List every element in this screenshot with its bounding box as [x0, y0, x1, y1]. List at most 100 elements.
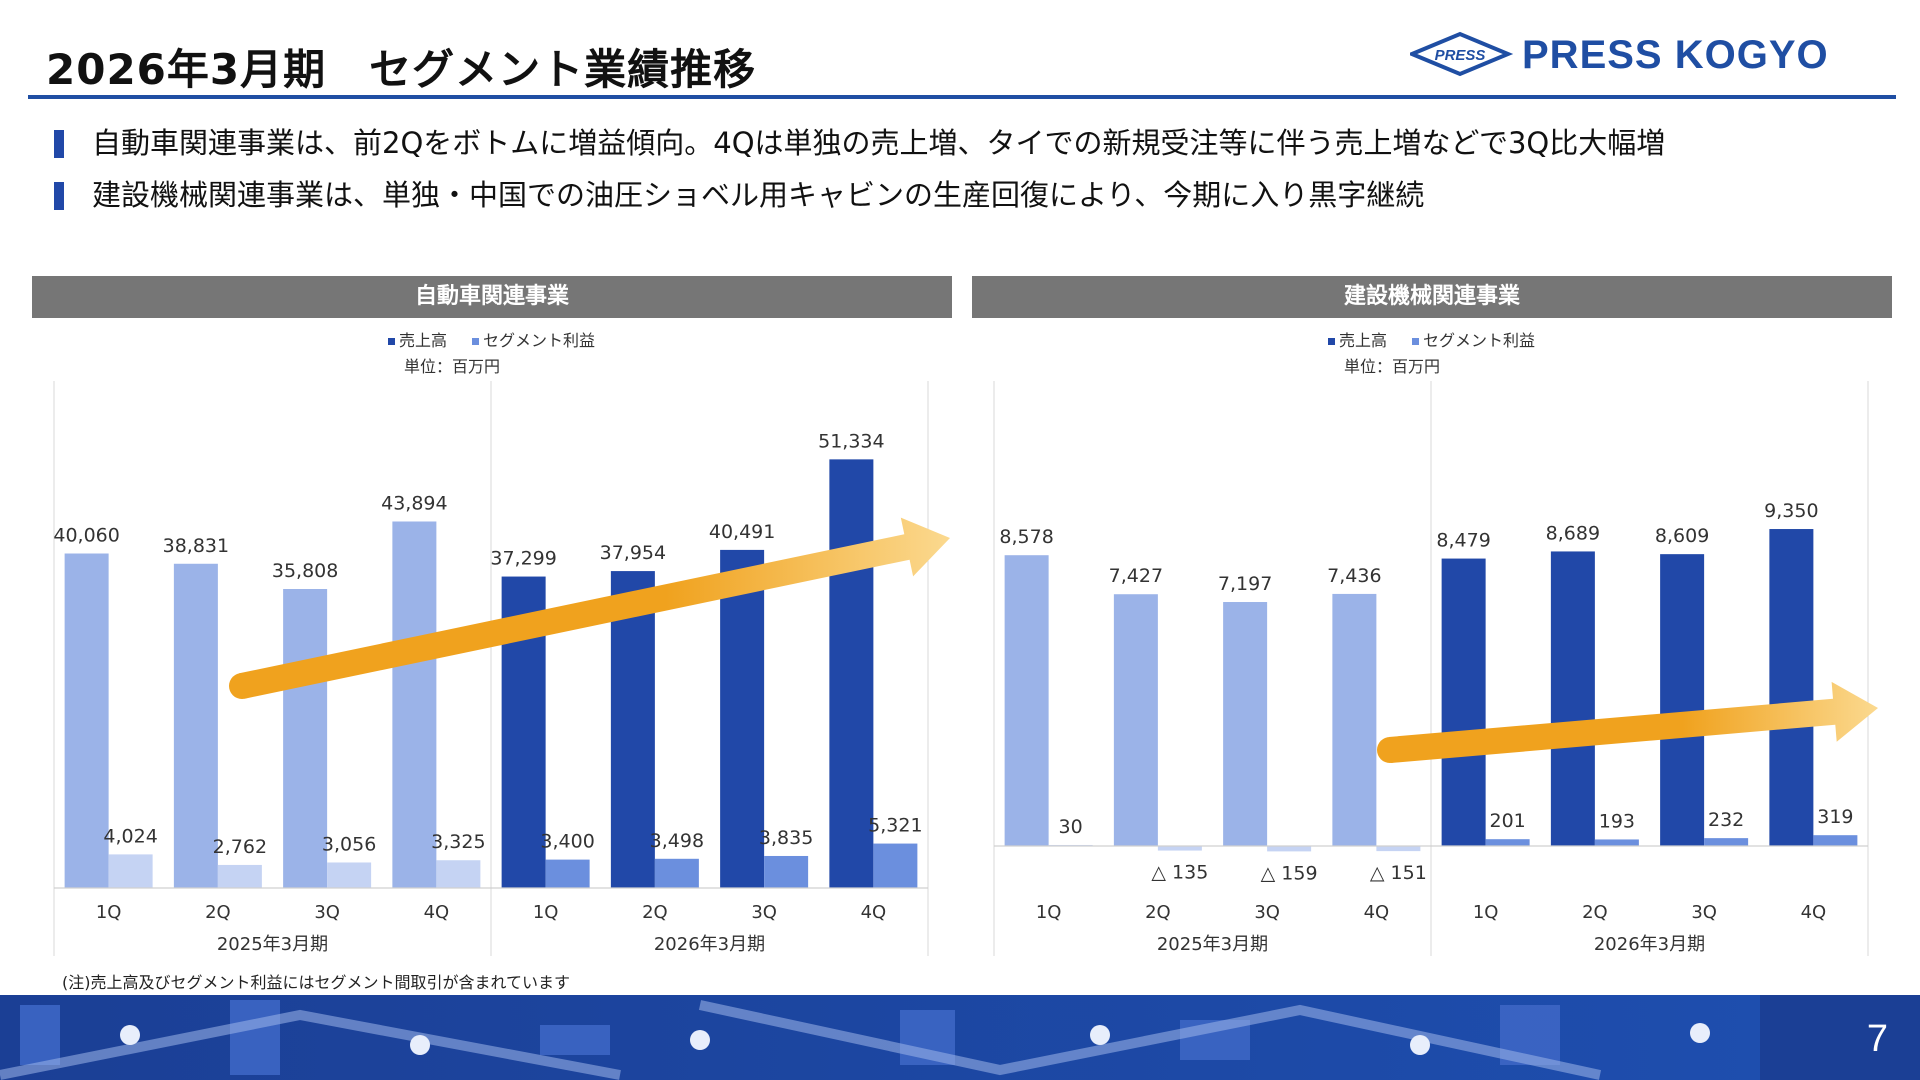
bar-profit — [1485, 839, 1530, 846]
bar-sales — [283, 589, 328, 888]
data-label-sales: 37,954 — [600, 542, 666, 564]
category-tick-label: 3Q — [314, 902, 340, 923]
data-label-profit: 193 — [1599, 810, 1635, 832]
legend-swatch-profit — [472, 338, 479, 345]
bar-profit — [1594, 839, 1639, 846]
data-label-sales: 8,609 — [1655, 525, 1709, 547]
title-rule — [28, 95, 1896, 99]
data-label-profit: 232 — [1708, 809, 1744, 831]
bar-sales — [173, 563, 218, 888]
data-label-profit: 2,762 — [213, 836, 267, 858]
data-label-sales: 37,299 — [490, 548, 556, 570]
group-label: 2025年3月期 — [1157, 934, 1268, 955]
bar-profit — [873, 843, 918, 888]
legend-label-sales: 売上高 — [1339, 331, 1387, 350]
bar-profit — [1704, 838, 1749, 846]
bar-sales — [1441, 558, 1486, 846]
bar-sales — [1004, 555, 1049, 846]
bar-sales — [392, 521, 437, 888]
bar-profit — [654, 858, 699, 888]
bar-sales — [1550, 551, 1595, 846]
data-label-profit: 3,835 — [759, 827, 813, 849]
bar-profit — [1376, 846, 1421, 852]
bar-profit — [1267, 846, 1312, 852]
legend-swatch-profit — [1412, 338, 1419, 345]
category-tick-label: 4Q — [424, 902, 450, 923]
company-logo: PRESS PRESS KOGYO — [1410, 31, 1829, 77]
automotive-chart-panel: 自動車関連事業 売上高 セグメント利益 単位：百万円 40,060 4,024 1Q 38,… — [32, 276, 952, 956]
page-title: 2026年3月期 セグメント業績推移 — [46, 45, 757, 94]
footnote: (注)売上高及びセグメント利益にはセグメント間取引が含まれています — [62, 973, 571, 992]
bar-profit — [327, 862, 372, 888]
chart-header: 自動車関連事業 — [32, 276, 952, 318]
group-label: 2026年3月期 — [1594, 934, 1705, 955]
trend-arrow — [239, 517, 951, 699]
data-label-profit: 201 — [1489, 810, 1525, 832]
logo-wordmark: PRESS KOGYO — [1522, 33, 1829, 77]
trend-arrow-tail — [229, 673, 255, 699]
data-label-profit: 319 — [1817, 806, 1853, 828]
bar-sales — [64, 553, 109, 888]
legend-swatch-sales — [388, 338, 395, 345]
bar-sales — [1223, 602, 1268, 846]
bar-sales — [829, 459, 874, 888]
data-label-profit: 3,498 — [650, 830, 704, 852]
group-label: 2025年3月期 — [217, 934, 328, 955]
category-tick-label: 1Q — [96, 902, 122, 923]
bullet-item: 自動車関連事業は、前2Qをボトムに増益傾向。4Qは単独の売上増、タイでの新規受注… — [54, 117, 1665, 169]
data-label-sales: 7,427 — [1109, 565, 1163, 587]
legend-swatch-sales — [1328, 338, 1335, 345]
category-tick-label: 3Q — [751, 902, 777, 923]
data-label-profit: 3,056 — [322, 833, 376, 855]
data-label-sales: 8,689 — [1546, 522, 1600, 544]
bar-profit — [108, 854, 153, 888]
bar-profit — [217, 864, 262, 888]
bar-sales — [1660, 554, 1705, 846]
logo-emblem — [1410, 31, 1514, 77]
logo-emblem-text: PRESS — [1435, 47, 1486, 64]
legend-label-sales: 売上高 — [399, 331, 447, 350]
bar-profit — [545, 859, 590, 888]
bar-profit — [764, 855, 809, 888]
data-label-profit: 4,024 — [103, 825, 157, 847]
data-label-profit: △ 159 — [1261, 862, 1318, 884]
footer-city-illustration — [0, 995, 1920, 1080]
legend-label-profit: セグメント利益 — [483, 331, 595, 350]
category-tick-label: 4Q — [1364, 902, 1390, 923]
group-label: 2026年3月期 — [654, 934, 765, 955]
data-label-profit: 5,321 — [868, 815, 922, 837]
bar-sales — [1113, 594, 1158, 846]
data-label-sales: 43,894 — [381, 492, 447, 514]
data-label-profit: △ 151 — [1370, 862, 1427, 884]
data-label-sales: 7,197 — [1218, 573, 1272, 595]
category-tick-label: 4Q — [861, 902, 887, 923]
bullet-marker — [54, 182, 64, 210]
bar-profit — [436, 860, 481, 888]
chart-legend: 売上高 セグメント利益 — [1328, 331, 1535, 350]
category-tick-label: 2Q — [1145, 902, 1171, 923]
bullet-text: 自動車関連事業は、前2Qをボトムに増益傾向。4Qは単独の売上増、タイでの新規受注… — [92, 126, 1666, 160]
data-label-sales: 8,479 — [1436, 530, 1490, 552]
data-label-profit: 30 — [1059, 816, 1083, 838]
bar-sales — [1332, 593, 1377, 846]
chart-header: 建設機械関連事業 — [972, 276, 1892, 318]
data-label-sales: 8,578 — [999, 526, 1053, 548]
data-label-sales: 40,060 — [53, 524, 119, 546]
data-label-sales: 9,350 — [1764, 500, 1818, 522]
category-tick-label: 3Q — [1254, 902, 1280, 923]
bullet-text: 建設機械関連事業は、単独・中国での油圧ショベル用キャビンの生産回復により、今期に… — [92, 178, 1425, 212]
page-number: 7 — [1866, 1018, 1888, 1060]
data-label-sales: 7,436 — [1327, 565, 1381, 587]
chart-legend: 売上高 セグメント利益 — [388, 331, 595, 350]
bullet-item: 建設機械関連事業は、単独・中国での油圧ショベル用キャビンの生産回復により、今期に… — [54, 169, 1665, 221]
category-tick-label: 2Q — [642, 902, 668, 923]
chart-unit-label: 単位：百万円 — [1344, 357, 1440, 376]
category-tick-label: 1Q — [1036, 902, 1062, 923]
bar-sales — [610, 571, 655, 888]
data-label-profit: △ 135 — [1151, 862, 1208, 884]
data-label-sales: 51,334 — [818, 430, 884, 452]
category-tick-label: 1Q — [1473, 902, 1499, 923]
data-label-profit: 3,325 — [431, 831, 485, 853]
trend-arrow — [1388, 681, 1878, 763]
